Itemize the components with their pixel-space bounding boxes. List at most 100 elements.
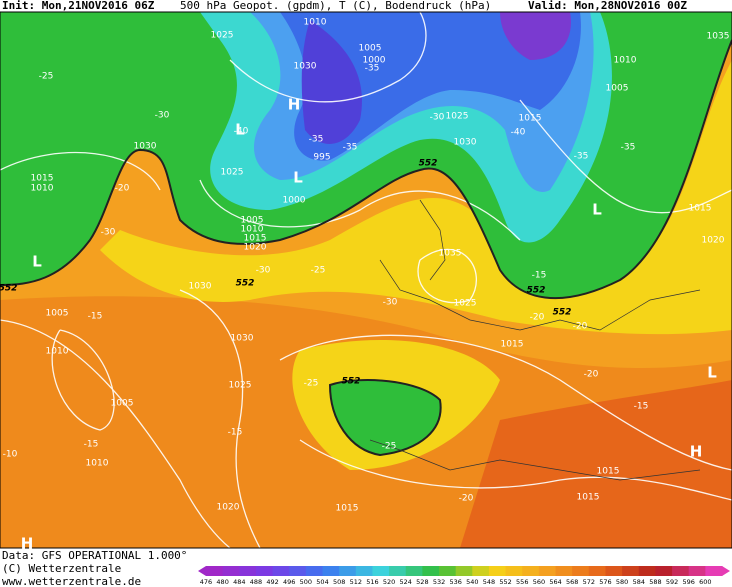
colorbar-label: 512 bbox=[350, 578, 362, 586]
colorbar-swatch bbox=[622, 566, 640, 576]
colorbar-label: 492 bbox=[266, 578, 278, 586]
colorbar-label: 576 bbox=[599, 578, 611, 586]
temperature-label: -30 bbox=[383, 298, 398, 308]
colorbar-swatch bbox=[305, 566, 324, 576]
colorbar-label: 504 bbox=[316, 578, 328, 586]
colorbar-swatch bbox=[705, 566, 723, 576]
colorbar-label: 572 bbox=[583, 578, 595, 586]
colorbar-label: 516 bbox=[366, 578, 378, 586]
isobar-label: 1005 bbox=[606, 84, 629, 94]
colorbar-label: 580 bbox=[616, 578, 628, 586]
temperature-label: -15 bbox=[84, 440, 99, 450]
colorbar-swatch bbox=[488, 566, 507, 576]
colorbar-swatch bbox=[522, 566, 540, 576]
temperature-label: -40 bbox=[511, 128, 526, 138]
isobar-label: 1010 bbox=[614, 56, 637, 66]
colorbar-swatch bbox=[605, 566, 623, 576]
temperature-label: -35 bbox=[574, 152, 589, 162]
data-source: Data: GFS OPERATIONAL 1.000° bbox=[2, 549, 187, 562]
contour-label: 552 bbox=[527, 286, 546, 296]
temperature-label: -25 bbox=[39, 72, 54, 82]
isobar-label: 1015 bbox=[689, 204, 712, 214]
pressure-center: L bbox=[235, 121, 245, 139]
colorbar-swatch bbox=[339, 566, 357, 576]
colorbar-swatch bbox=[672, 566, 690, 576]
temperature-label: -20 bbox=[584, 370, 599, 380]
copyright: (C) Wetterzentrale bbox=[2, 562, 121, 575]
isobar-label: 1005 bbox=[46, 309, 69, 319]
colorbar-label: 484 bbox=[233, 578, 245, 586]
colorbar-swatch bbox=[655, 566, 673, 576]
init-time: Init: Mon,21NOV2016 06Z bbox=[2, 0, 155, 12]
colorbar-swatch bbox=[472, 566, 490, 576]
colorbar-label: 548 bbox=[483, 578, 495, 586]
colorbar-swatch bbox=[405, 566, 423, 576]
colorbar-swatch bbox=[322, 566, 340, 576]
colorbar-swatch bbox=[538, 566, 557, 576]
isobar-label: 1025 bbox=[446, 112, 469, 122]
contour-label: 552 bbox=[0, 284, 17, 294]
isobar-label: 1030 bbox=[454, 138, 477, 148]
temperature-label: -15 bbox=[228, 428, 243, 438]
isobar-label: 1030 bbox=[134, 142, 157, 152]
isobar-label: 1005 bbox=[241, 216, 264, 226]
temperature-label: -20 bbox=[530, 313, 545, 323]
pressure-center: H bbox=[21, 535, 34, 553]
isobar-label: 1010 bbox=[86, 459, 109, 469]
pressure-center: L bbox=[707, 364, 717, 382]
temperature-label: -40 bbox=[234, 127, 249, 137]
temperature-label: -30 bbox=[155, 111, 170, 121]
isobar-label: 1035 bbox=[439, 249, 462, 259]
colorbar-label: 568 bbox=[566, 578, 578, 586]
isobar-label: 1015 bbox=[501, 340, 524, 350]
temperature-label: -15 bbox=[88, 312, 103, 322]
isobar-label: 1020 bbox=[217, 503, 240, 513]
colorbar-swatch bbox=[206, 566, 224, 576]
colorbar-swatch bbox=[289, 566, 307, 576]
isobar-label: 1035 bbox=[707, 32, 730, 42]
colorbar-label: 600 bbox=[699, 578, 711, 586]
contour-label: 552 bbox=[342, 377, 361, 387]
isobar-label: 1020 bbox=[702, 236, 725, 246]
isobar-label: 1010 bbox=[241, 225, 264, 235]
isobar-label: 1005 bbox=[111, 399, 134, 409]
temperature-label: -35 bbox=[343, 143, 358, 153]
isobar-label: 1010 bbox=[304, 18, 327, 28]
isobar-label: 1025 bbox=[211, 31, 234, 41]
pressure-center: H bbox=[288, 96, 301, 114]
pressure-center: H bbox=[690, 443, 703, 461]
colorbar-swatch bbox=[255, 566, 274, 576]
temperature-label: -25 bbox=[304, 379, 319, 389]
colorbar-swatch bbox=[688, 566, 706, 576]
isobar-label: 1025 bbox=[221, 168, 244, 178]
colorbar-swatch bbox=[572, 566, 590, 576]
temperature-label: -10 bbox=[3, 450, 18, 460]
temperature-label: -20 bbox=[459, 494, 474, 504]
temperature-label: -15 bbox=[634, 402, 649, 412]
isobar-label: 1030 bbox=[231, 334, 254, 344]
colorbar-label: 476 bbox=[200, 578, 212, 586]
temperature-label: -20 bbox=[573, 322, 588, 332]
isobar-label: 1015 bbox=[597, 467, 620, 477]
isobar-label: 1025 bbox=[229, 381, 252, 391]
colorbar-swatch bbox=[422, 566, 440, 576]
colorbar-swatch bbox=[222, 566, 240, 576]
isobar-label: 995 bbox=[313, 153, 330, 163]
colorbar-label: 536 bbox=[449, 578, 461, 586]
contour-label: 552 bbox=[419, 159, 438, 169]
colorbar-end bbox=[722, 566, 730, 576]
colorbar-label: 488 bbox=[250, 578, 262, 586]
colorbar-swatch bbox=[588, 566, 606, 576]
map-frame bbox=[0, 11, 732, 549]
isobar-label: 1025 bbox=[454, 299, 477, 309]
temperature-label: -20 bbox=[115, 184, 130, 194]
colorbar-swatch bbox=[505, 566, 523, 576]
colorbar-label: 524 bbox=[400, 578, 412, 586]
colorbar-label: 508 bbox=[333, 578, 345, 586]
colorbar-label: 592 bbox=[666, 578, 678, 586]
colorbar-swatch bbox=[272, 566, 290, 576]
isobar-label: 1030 bbox=[189, 282, 212, 292]
temperature-label: -25 bbox=[382, 442, 397, 452]
isobar-label: 1005 bbox=[359, 44, 382, 54]
